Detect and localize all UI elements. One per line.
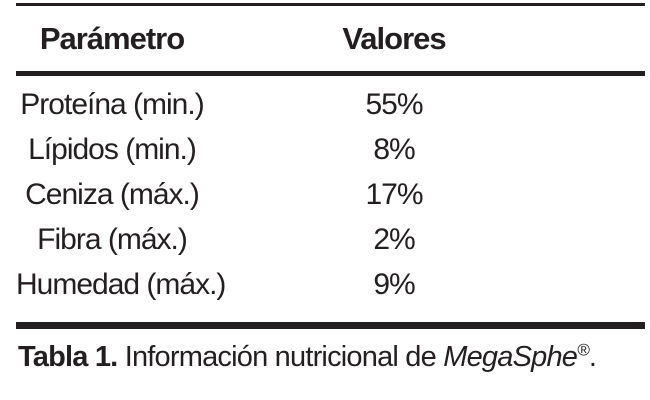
table-row: Ceniza (máx.) 17%: [16, 172, 645, 217]
column-header-valores: Valores: [342, 20, 446, 56]
parameter-cell: Ceniza (máx.): [25, 177, 200, 211]
caption-text: Información nutricional de: [117, 341, 444, 373]
table-body: Proteína (min.) 55% Lípidos (min.) 8% Ce…: [16, 76, 645, 307]
caption-brand-name: MegaSphe: [443, 341, 578, 373]
nutrition-table: Parámetro Valores Proteína (min.) 55% Lí…: [16, 0, 645, 329]
table-row: Humedad (máx.) 9%: [16, 262, 645, 307]
registered-trademark-symbol: ®: [577, 340, 590, 360]
table-row: Lípidos (min.) 8%: [16, 127, 645, 172]
caption-period: .: [588, 341, 597, 373]
parameter-cell: Fibra (máx.): [37, 222, 188, 256]
value-cell: 55%: [365, 87, 423, 121]
value-cell: 2%: [373, 222, 415, 256]
value-cell: 9%: [373, 267, 415, 301]
table-header-rule: [16, 71, 645, 76]
parameter-cell: Humedad (máx.): [16, 267, 226, 301]
table-row: Fibra (máx.) 2%: [16, 217, 645, 262]
table-header-row: Parámetro Valores: [16, 6, 645, 71]
table-top-rule: [16, 3, 645, 6]
table-caption: Tabla 1. Información nutricional de Mega…: [18, 340, 597, 374]
parameter-cell: Lípidos (min.): [28, 132, 197, 166]
table-bottom-rule: [16, 322, 645, 329]
value-cell: 8%: [373, 132, 415, 166]
table-row: Proteína (min.) 55%: [16, 82, 645, 127]
caption-label: Tabla 1.: [18, 341, 118, 373]
parameter-cell: Proteína (min.): [20, 87, 204, 121]
value-cell: 17%: [365, 177, 423, 211]
column-header-parametro: Parámetro: [39, 20, 185, 56]
